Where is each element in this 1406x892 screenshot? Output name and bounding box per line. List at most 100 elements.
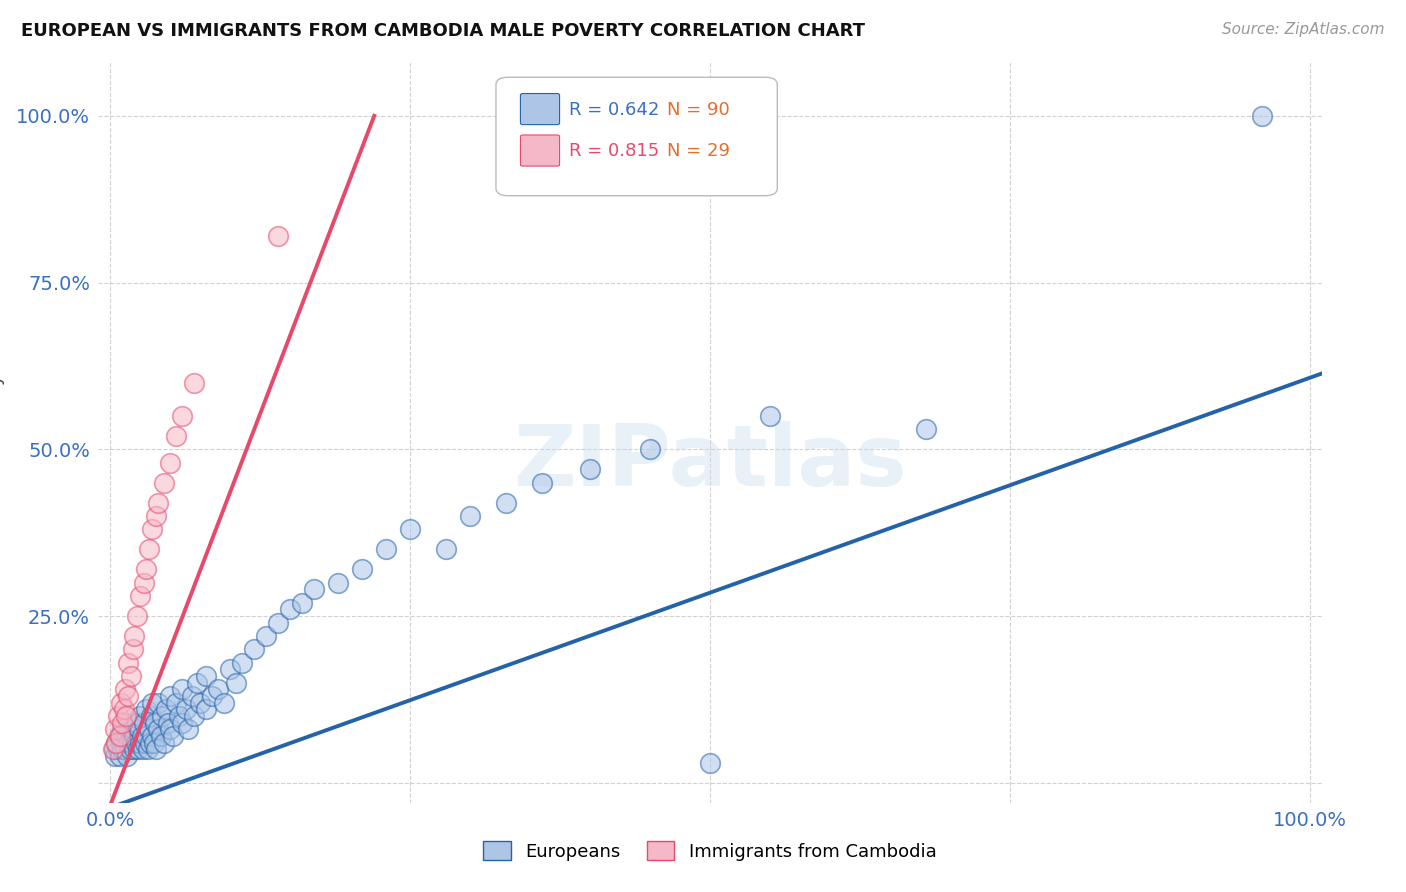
- Point: [231, 656, 253, 670]
- Point: [181, 689, 204, 703]
- Point: [143, 715, 166, 730]
- Point: [141, 709, 163, 723]
- Point: [219, 662, 242, 676]
- Point: [110, 696, 132, 710]
- Point: [139, 736, 162, 750]
- Point: [112, 702, 135, 716]
- Point: [375, 542, 398, 557]
- Point: [110, 736, 132, 750]
- Point: [267, 228, 290, 243]
- Point: [254, 629, 277, 643]
- Point: [117, 689, 139, 703]
- Text: Source: ZipAtlas.com: Source: ZipAtlas.com: [1222, 22, 1385, 37]
- Point: [132, 575, 155, 590]
- Point: [141, 729, 163, 743]
- Point: [145, 508, 167, 523]
- Point: [107, 742, 129, 756]
- Text: R = 0.642: R = 0.642: [569, 101, 659, 119]
- Point: [129, 736, 152, 750]
- Text: ZIPatlas: ZIPatlas: [513, 421, 907, 504]
- Point: [195, 669, 218, 683]
- Point: [159, 456, 181, 470]
- Point: [117, 736, 139, 750]
- Point: [304, 582, 326, 597]
- Point: [638, 442, 661, 457]
- Point: [155, 702, 177, 716]
- Point: [115, 709, 138, 723]
- Point: [291, 596, 314, 610]
- Point: [122, 642, 145, 657]
- Point: [156, 715, 179, 730]
- Point: [111, 723, 134, 737]
- Point: [699, 756, 721, 770]
- Point: [243, 642, 266, 657]
- Point: [186, 675, 208, 690]
- Point: [141, 522, 163, 536]
- Point: [124, 736, 146, 750]
- Point: [579, 462, 602, 476]
- Point: [132, 715, 155, 730]
- Point: [153, 736, 176, 750]
- Point: [108, 729, 129, 743]
- Point: [162, 729, 184, 743]
- Point: [135, 702, 157, 716]
- Point: [104, 723, 127, 737]
- Point: [134, 736, 156, 750]
- Point: [111, 715, 134, 730]
- Point: [131, 729, 153, 743]
- Legend: Europeans, Immigrants from Cambodia: Europeans, Immigrants from Cambodia: [477, 833, 943, 868]
- Point: [399, 522, 422, 536]
- Point: [138, 542, 160, 557]
- Text: EUROPEAN VS IMMIGRANTS FROM CAMBODIA MALE POVERTY CORRELATION CHART: EUROPEAN VS IMMIGRANTS FROM CAMBODIA MAL…: [21, 22, 865, 40]
- Point: [129, 589, 152, 603]
- Point: [111, 742, 134, 756]
- Point: [114, 742, 136, 756]
- Point: [124, 729, 146, 743]
- Point: [105, 736, 128, 750]
- Point: [107, 709, 129, 723]
- Y-axis label: Male Poverty: Male Poverty: [0, 375, 6, 491]
- Text: R = 0.815: R = 0.815: [569, 142, 659, 160]
- Point: [172, 682, 194, 697]
- Point: [159, 723, 181, 737]
- Point: [183, 376, 205, 390]
- Point: [141, 696, 163, 710]
- Point: [108, 729, 131, 743]
- Point: [1250, 109, 1272, 123]
- Point: [118, 742, 141, 756]
- Text: N = 29: N = 29: [668, 142, 730, 160]
- Point: [115, 749, 138, 764]
- Point: [159, 689, 181, 703]
- Point: [165, 429, 187, 443]
- Point: [267, 615, 290, 630]
- Point: [195, 702, 218, 716]
- Point: [165, 696, 187, 710]
- Point: [172, 715, 194, 730]
- Point: [495, 496, 517, 510]
- Point: [125, 715, 148, 730]
- Point: [142, 736, 165, 750]
- Point: [105, 736, 128, 750]
- Point: [207, 682, 229, 697]
- Point: [112, 736, 135, 750]
- Point: [135, 729, 157, 743]
- Point: [328, 575, 350, 590]
- Point: [108, 749, 131, 764]
- Point: [214, 696, 236, 710]
- Point: [458, 508, 481, 523]
- Point: [148, 723, 170, 737]
- Point: [145, 742, 167, 756]
- Point: [148, 696, 170, 710]
- Point: [120, 729, 142, 743]
- Point: [278, 602, 301, 616]
- Point: [114, 682, 136, 697]
- Point: [120, 669, 142, 683]
- Point: [434, 542, 457, 557]
- Point: [136, 742, 159, 756]
- Point: [148, 496, 170, 510]
- Point: [124, 629, 146, 643]
- Point: [183, 709, 205, 723]
- Point: [129, 709, 152, 723]
- FancyBboxPatch shape: [496, 78, 778, 195]
- Point: [149, 729, 172, 743]
